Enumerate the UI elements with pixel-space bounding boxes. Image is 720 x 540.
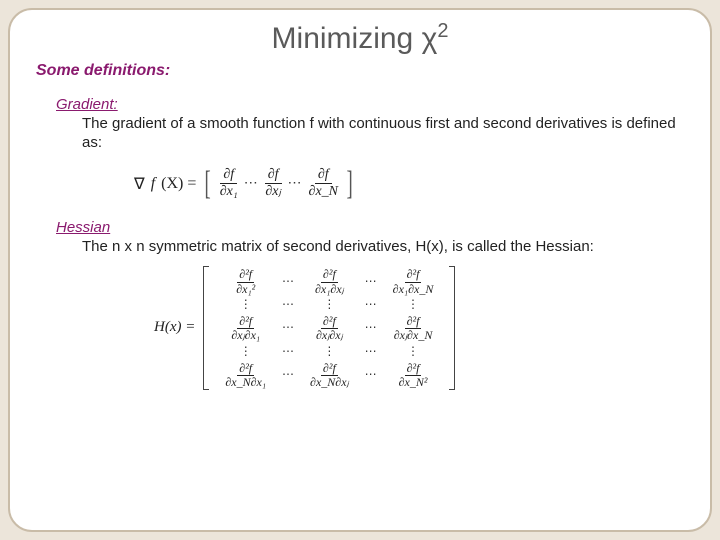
matrix-row: ∂²f∂x₁² ⋯ ∂²f∂x₁∂xⱼ ⋯ ∂²f∂x₁∂x_N (217, 266, 441, 296)
gradient-term-n: ∂f ∂x_N (309, 168, 338, 199)
vdots: ⋮ (302, 343, 357, 360)
ellipsis: ⋯ (357, 313, 385, 343)
ellipsis: ⋯ (274, 360, 302, 390)
matrix-row: ⋮ ⋯ ⋮ ⋯ ⋮ (217, 296, 441, 313)
hessian-cell: ∂²f∂x₁² (236, 269, 255, 295)
hessian-cell: ∂²f∂x_N² (399, 363, 428, 389)
ellipsis: ⋯ (357, 266, 385, 296)
gradient-body: The gradient of a smooth function f with… (82, 115, 686, 153)
hessian-matrix: ∂²f∂x₁² ⋯ ∂²f∂x₁∂xⱼ ⋯ ∂²f∂x₁∂x_N ⋮ ⋯ ⋮ ⋯… (217, 266, 441, 389)
ellipsis: ⋯ (357, 343, 385, 360)
gradient-heading: Gradient: (56, 96, 686, 113)
vdots: ⋮ (217, 296, 274, 313)
hessian-cell: ∂²f∂x_N∂xⱼ (310, 363, 349, 389)
hessian-cell: ∂²f∂x_N∂x₁ (225, 363, 266, 389)
hessian-heading: Hessian (56, 219, 686, 236)
title-superscript: 2 (437, 20, 448, 42)
title-prefix: Minimizing (272, 22, 422, 55)
vdots: ⋮ (217, 343, 274, 360)
ellipsis: ⋯ (288, 175, 303, 192)
ellipsis: ⋯ (357, 360, 385, 390)
ellipsis: ⋯ (357, 296, 385, 313)
matrix-row: ⋮ ⋯ ⋮ ⋯ ⋮ (217, 343, 441, 360)
section-subheading: Some definitions: (36, 62, 686, 80)
hessian-body: The n x n symmetric matrix of second der… (82, 238, 686, 257)
eq-f: f (151, 175, 155, 193)
eq-arg: (X) = (161, 175, 196, 193)
hessian-cell: ∂²f∂xⱼ∂x_N (394, 316, 433, 342)
vdots: ⋮ (385, 343, 442, 360)
nabla-symbol: ∇ (134, 174, 145, 194)
gradient-equation: ∇ f (X) = [ ∂f ∂x₁ ⋯ ∂f ∂xⱼ ⋯ ∂f ∂x_N ] (134, 167, 686, 201)
ellipsis: ⋯ (274, 266, 302, 296)
ellipsis: ⋯ (244, 175, 259, 192)
hessian-cell: ∂²f∂xⱼ∂x₁ (231, 316, 260, 342)
hessian-equation: H(x) = ∂²f∂x₁² ⋯ ∂²f∂x₁∂xⱼ ⋯ ∂²f∂x₁∂x_N … (154, 266, 686, 389)
hessian-cell: ∂²f∂x₁∂xⱼ (315, 269, 344, 295)
left-bracket-icon: [ (205, 167, 211, 201)
slide-title: Minimizing χ2 (34, 20, 686, 56)
gradient-term-j: ∂f ∂xⱼ (265, 168, 282, 199)
hessian-cell: ∂²f∂x₁∂x_N (393, 269, 434, 295)
vdots: ⋮ (302, 296, 357, 313)
hessian-cell: ∂²f∂xⱼ∂xⱼ (316, 316, 343, 342)
title-chi: χ (422, 22, 438, 55)
ellipsis: ⋯ (274, 313, 302, 343)
matrix-right-bracket-icon (449, 266, 455, 389)
gradient-term-1: ∂f ∂x₁ (220, 168, 238, 199)
matrix-row: ∂²f∂xⱼ∂x₁ ⋯ ∂²f∂xⱼ∂xⱼ ⋯ ∂²f∂xⱼ∂x_N (217, 313, 441, 343)
matrix-row: ∂²f∂x_N∂x₁ ⋯ ∂²f∂x_N∂xⱼ ⋯ ∂²f∂x_N² (217, 360, 441, 390)
right-bracket-icon: ] (347, 167, 353, 201)
matrix-left-bracket-icon (203, 266, 209, 389)
hessian-lhs: H(x) = (154, 319, 195, 336)
ellipsis: ⋯ (274, 296, 302, 313)
slide-card: Minimizing χ2 Some definitions: Gradient… (8, 8, 712, 532)
ellipsis: ⋯ (274, 343, 302, 360)
vdots: ⋮ (385, 296, 442, 313)
